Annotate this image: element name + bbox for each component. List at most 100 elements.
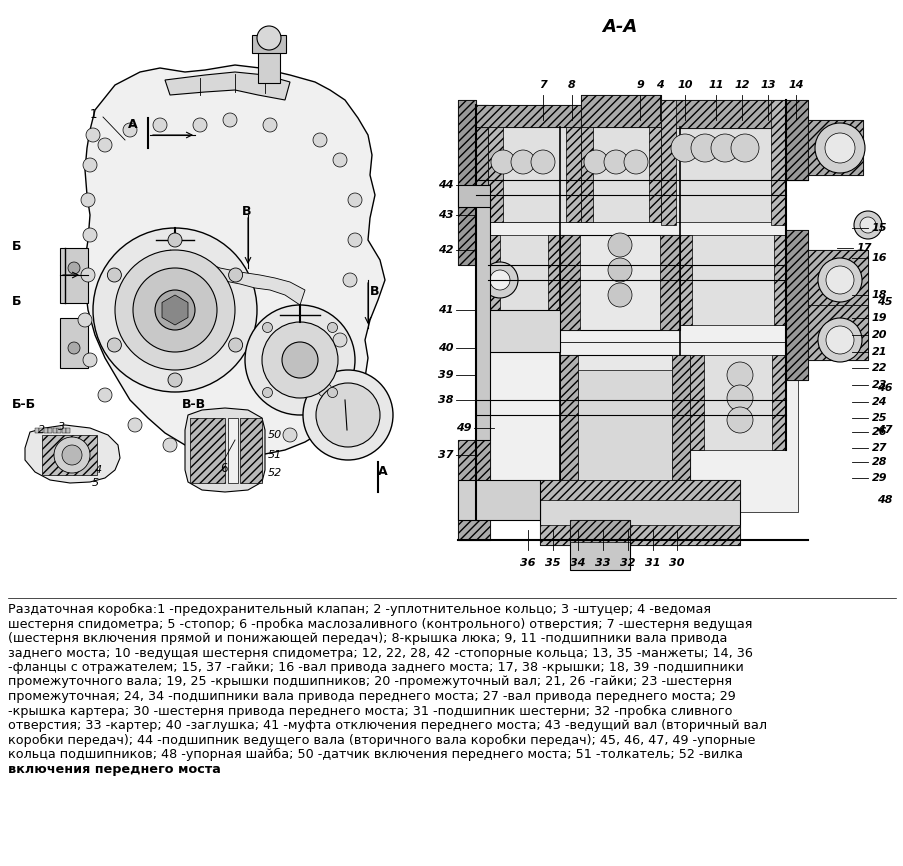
Bar — [488, 310, 502, 352]
Bar — [785, 230, 807, 380]
Text: 40: 40 — [438, 343, 453, 353]
Circle shape — [825, 326, 853, 354]
Bar — [659, 235, 679, 330]
Bar — [539, 480, 740, 500]
Circle shape — [489, 270, 509, 290]
Circle shape — [583, 150, 608, 174]
Bar — [570, 520, 629, 542]
Circle shape — [133, 268, 217, 352]
Text: 46: 46 — [876, 383, 891, 393]
Circle shape — [824, 133, 854, 163]
Bar — [257, 48, 280, 83]
Text: 43: 43 — [438, 210, 453, 220]
Text: 36: 36 — [519, 558, 535, 568]
Bar — [488, 310, 559, 352]
Circle shape — [223, 113, 237, 127]
Circle shape — [262, 322, 272, 333]
Text: 38: 38 — [438, 395, 453, 405]
Circle shape — [726, 362, 752, 388]
Text: 37: 37 — [438, 450, 453, 460]
Circle shape — [228, 268, 242, 282]
Text: Б-Б: Б-Б — [12, 398, 36, 411]
Text: 10: 10 — [676, 80, 692, 90]
Bar — [476, 105, 581, 127]
Bar — [476, 105, 581, 127]
Text: 8: 8 — [567, 80, 575, 90]
Bar — [252, 35, 285, 53]
Text: 31: 31 — [645, 558, 660, 568]
Bar — [660, 100, 785, 225]
Circle shape — [98, 138, 112, 152]
Text: коробки передач); 44 -подшипник ведущего вала (вторичного вала коробки передач);: коробки передач); 44 -подшипник ведущего… — [8, 734, 755, 746]
Bar — [458, 440, 489, 540]
Text: 23: 23 — [871, 380, 887, 390]
Circle shape — [312, 133, 327, 147]
Circle shape — [318, 383, 331, 397]
Bar — [239, 418, 262, 483]
Circle shape — [262, 387, 272, 397]
Text: 47: 47 — [876, 425, 891, 435]
Text: 5: 5 — [92, 478, 99, 488]
Circle shape — [817, 318, 861, 362]
Bar — [679, 235, 691, 325]
Circle shape — [825, 266, 853, 294]
Bar — [785, 230, 807, 380]
Circle shape — [163, 438, 177, 452]
Circle shape — [316, 383, 379, 447]
Circle shape — [731, 134, 759, 162]
Text: В-В: В-В — [182, 398, 206, 411]
Text: 45: 45 — [876, 297, 891, 307]
Text: 7: 7 — [538, 80, 546, 90]
Text: 22: 22 — [871, 363, 887, 373]
Bar — [785, 100, 807, 180]
Text: 15: 15 — [871, 223, 887, 233]
Bar — [539, 525, 740, 545]
Text: 2: 2 — [38, 425, 45, 435]
Circle shape — [348, 193, 361, 207]
Circle shape — [128, 418, 142, 432]
Bar — [547, 235, 559, 325]
Bar — [679, 235, 785, 325]
Text: 27: 27 — [871, 443, 887, 453]
Bar — [581, 95, 660, 127]
Circle shape — [245, 305, 355, 415]
Bar — [785, 100, 807, 180]
Text: А: А — [128, 118, 137, 131]
Circle shape — [83, 228, 97, 242]
Circle shape — [98, 388, 112, 402]
Text: 21: 21 — [871, 347, 887, 357]
Bar — [559, 235, 580, 330]
Text: -крышка картера; 30 -шестерня привода переднего моста; 31 -подшипник шестерни; 3: -крышка картера; 30 -шестерня привода пе… — [8, 705, 731, 718]
Text: 26: 26 — [871, 427, 887, 437]
Circle shape — [86, 128, 100, 142]
Circle shape — [81, 193, 95, 207]
Bar — [476, 105, 488, 405]
Bar — [660, 100, 785, 128]
Circle shape — [670, 134, 698, 162]
Text: 51: 51 — [267, 450, 282, 460]
Circle shape — [348, 233, 361, 247]
Circle shape — [168, 233, 182, 247]
Text: 11: 11 — [707, 80, 723, 90]
Circle shape — [481, 262, 517, 298]
Text: 41: 41 — [438, 305, 453, 315]
Circle shape — [78, 313, 92, 327]
Bar — [458, 440, 489, 540]
Bar — [42, 435, 97, 475]
Text: В: В — [369, 285, 379, 298]
Circle shape — [243, 448, 256, 462]
Circle shape — [490, 150, 515, 174]
Bar — [671, 355, 689, 495]
Circle shape — [608, 283, 631, 307]
Circle shape — [68, 262, 79, 274]
Text: В: В — [242, 205, 251, 218]
Bar — [577, 370, 671, 480]
Circle shape — [859, 217, 875, 233]
Text: 35: 35 — [545, 558, 560, 568]
Text: 9: 9 — [636, 80, 643, 90]
Bar — [570, 520, 629, 570]
Circle shape — [168, 373, 182, 387]
Bar — [488, 127, 581, 222]
Text: 1: 1 — [90, 108, 98, 121]
Bar — [660, 100, 675, 225]
